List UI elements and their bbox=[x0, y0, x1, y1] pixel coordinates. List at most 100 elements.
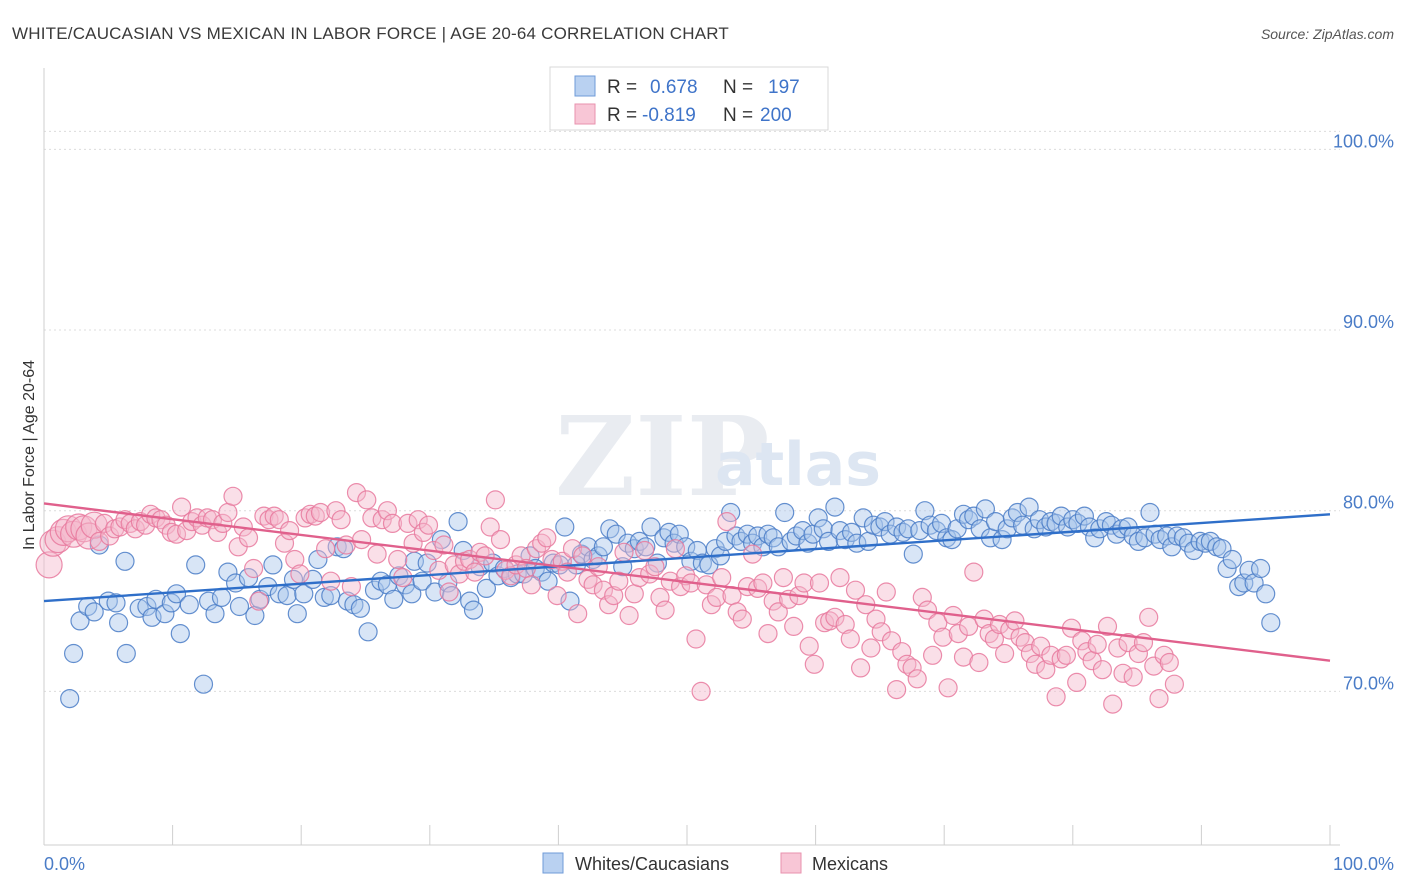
mexicans-point bbox=[35, 551, 63, 579]
whites-point bbox=[915, 501, 935, 521]
watermark: ZIP atlas bbox=[555, 392, 881, 521]
mexicans-point bbox=[259, 510, 279, 530]
mexicans-point bbox=[1097, 616, 1118, 637]
whites-point bbox=[211, 587, 232, 608]
mexicans-point bbox=[238, 528, 259, 548]
whites-point bbox=[186, 555, 206, 575]
mexicans-point bbox=[598, 595, 619, 615]
legend-swatch-whites bbox=[574, 75, 596, 97]
whites-point bbox=[1135, 528, 1155, 548]
whites-point bbox=[1222, 549, 1242, 570]
mexicans-point bbox=[1087, 634, 1107, 655]
mexicans-point bbox=[547, 585, 567, 606]
whites-point bbox=[205, 604, 225, 624]
whites-point bbox=[1085, 528, 1105, 548]
mexicans-point bbox=[408, 510, 428, 530]
whites-point bbox=[277, 585, 297, 606]
mexicans-point bbox=[593, 580, 614, 600]
mexicans-point bbox=[1015, 632, 1035, 653]
grid-lines bbox=[44, 130, 1340, 692]
mexicans-point bbox=[1041, 645, 1061, 665]
mexicans-point bbox=[835, 614, 855, 635]
mexicans-point bbox=[1139, 607, 1159, 627]
whites-point bbox=[417, 553, 437, 573]
mexicans-point bbox=[418, 515, 439, 535]
mexicans-trend-line bbox=[43, 502, 1331, 662]
mexicans-point bbox=[485, 490, 505, 510]
bottom-legend-label-whites: Whites/Caucasians bbox=[575, 854, 729, 874]
whites-point bbox=[798, 533, 818, 553]
whites-point bbox=[786, 526, 806, 546]
whites-point bbox=[1140, 502, 1160, 523]
mexicans-point bbox=[866, 609, 886, 629]
whites-point bbox=[1051, 506, 1071, 526]
mexicans-point bbox=[290, 564, 310, 584]
mexicans-point bbox=[665, 539, 686, 559]
mexicans-point bbox=[645, 557, 665, 577]
mexicans-point bbox=[994, 643, 1015, 664]
mexicans-point bbox=[130, 511, 150, 532]
whites-point bbox=[1128, 531, 1149, 552]
mexicans-point bbox=[398, 513, 418, 534]
mexicans-point bbox=[367, 544, 387, 564]
mexicans-point bbox=[223, 486, 243, 506]
mexicans-point bbox=[969, 652, 989, 673]
mexicans-point bbox=[948, 623, 968, 644]
whites-point bbox=[669, 524, 689, 544]
whites-point bbox=[813, 519, 833, 539]
whites-point bbox=[193, 674, 214, 694]
mexicans-point bbox=[39, 529, 67, 557]
y-tick-label: 80.0% bbox=[1343, 493, 1394, 513]
whites-point bbox=[384, 589, 404, 609]
whites-trend-line bbox=[43, 513, 1331, 603]
mexicans-point bbox=[357, 490, 377, 510]
mexicans-point bbox=[691, 681, 711, 702]
mexicans-point bbox=[1092, 660, 1113, 680]
mexicans-point bbox=[44, 525, 72, 554]
whites-point bbox=[641, 517, 661, 537]
mexicans-point bbox=[876, 582, 896, 602]
mexicans-point bbox=[1128, 643, 1149, 664]
mexicans-point bbox=[1149, 688, 1169, 709]
mexicans-point bbox=[830, 567, 850, 588]
mexicans-point bbox=[172, 497, 192, 517]
mexicans-point bbox=[892, 642, 912, 662]
mexicans-point bbox=[244, 558, 264, 579]
mexicans-point bbox=[341, 576, 361, 597]
whites-point bbox=[715, 531, 736, 552]
whites-point bbox=[853, 508, 873, 528]
mexicans-point bbox=[614, 542, 634, 562]
mexicans-point bbox=[984, 629, 1005, 649]
bottom-legend: Whites/Caucasians Mexicans bbox=[542, 852, 888, 874]
mexicans-point bbox=[573, 546, 593, 566]
mexicans-point bbox=[316, 539, 336, 559]
mexicans-point bbox=[310, 502, 331, 523]
mexicans-point bbox=[1025, 654, 1046, 674]
mexicans-point bbox=[537, 528, 557, 548]
whites-point bbox=[758, 524, 778, 544]
whites-point bbox=[476, 578, 496, 599]
bottom-legend-label-mexicans: Mexicans bbox=[812, 854, 888, 874]
mexicans-point bbox=[717, 511, 737, 532]
whites-point bbox=[229, 596, 250, 617]
whites-point bbox=[875, 511, 895, 532]
mexicans-point bbox=[521, 575, 542, 595]
mexicans-point bbox=[809, 573, 830, 593]
mexicans-point bbox=[624, 584, 644, 604]
whites-point bbox=[835, 529, 855, 550]
mexicans-point bbox=[650, 587, 670, 608]
mexicans-point bbox=[1113, 663, 1133, 683]
whites-point bbox=[1256, 584, 1276, 604]
mexicans-point bbox=[706, 587, 727, 608]
legend-n-label-mexicans: N = bbox=[723, 105, 753, 126]
whites-point bbox=[294, 584, 314, 604]
mexicans-point bbox=[933, 627, 953, 647]
whites-point bbox=[1063, 510, 1083, 530]
mexicans-point bbox=[331, 510, 351, 530]
mexicans-point bbox=[501, 566, 521, 586]
bottom-legend-swatch-whites bbox=[542, 852, 564, 874]
whites-point bbox=[975, 499, 996, 519]
mexicans-point bbox=[1056, 645, 1077, 665]
mexicans-point bbox=[784, 616, 804, 637]
